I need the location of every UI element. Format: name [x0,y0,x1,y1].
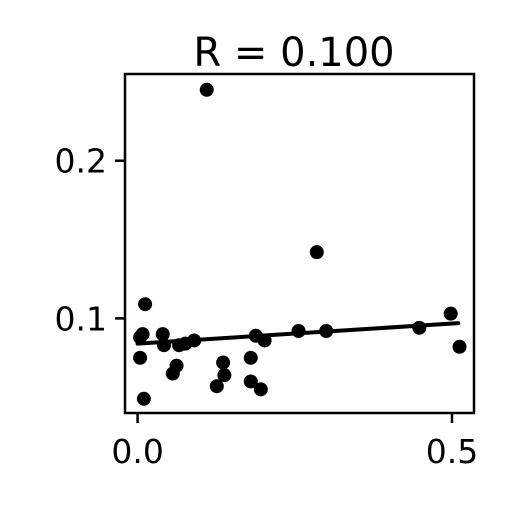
y-tick-label: 0.2 [55,142,107,181]
data-point [137,392,151,406]
x-tick-label: 0.0 [111,432,163,471]
data-point [170,359,184,373]
data-point [133,351,147,365]
data-point [138,297,152,311]
data-point [136,327,150,341]
data-point [244,351,258,365]
chart-title: R = 0.100 [193,30,394,76]
data-point [444,307,458,321]
y-tick-label: 0.1 [55,299,107,338]
data-point [254,382,268,396]
data-point [200,83,214,97]
data-point [292,324,306,338]
data-point [310,245,324,259]
data-point [217,368,231,382]
data-point [453,340,467,354]
data-point [216,356,230,370]
x-tick-label: 0.5 [426,432,478,471]
